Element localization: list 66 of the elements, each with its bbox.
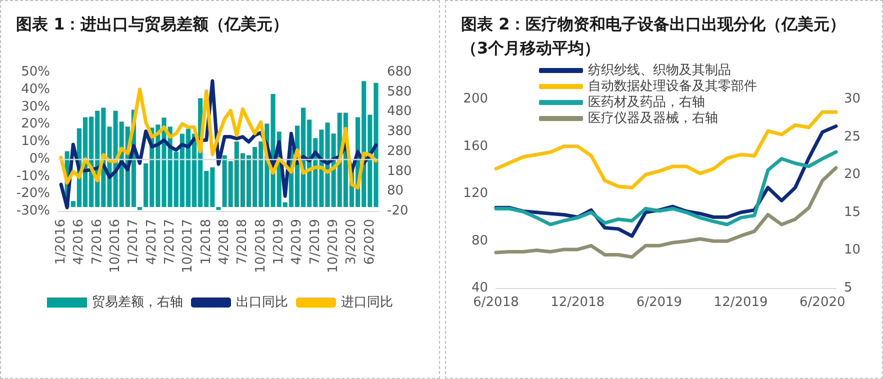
x-tick-label: 4/2018 [217,219,232,265]
y-tick-label: 50% [21,64,50,80]
legend-label: 贸易差额，右轴 [92,295,183,310]
x-tick-label: 7/2019 [308,219,323,265]
x-tick-label: 7/2018 [235,219,250,265]
y-tick-label: 40% [21,82,50,97]
x-tick-label: 6/2019 [636,295,682,310]
y2-tick-label: 25 [844,129,861,144]
x-tick-label: 6/2020 [362,219,378,265]
y2-tick-label: 5 [844,280,852,296]
y2-tick-label: 380 [387,124,412,140]
y-tick-label: -30% [16,204,50,218]
y-tick-label: 160 [463,138,488,154]
y-tick-label: 120 [463,186,488,201]
legend-label: 自动数据处理设备及其零部件 [588,79,757,94]
x-tick-label: 12/2018 [550,295,605,310]
x-tick-label: 1/2018 [198,219,214,265]
line-series [494,166,838,259]
y-tick-label: -10% [16,168,50,184]
y-tick-label: 40 [471,280,488,296]
x-tick-label: 10/2019 [326,219,342,274]
y-tick-label: 200 [463,92,488,106]
legend-label: 进口同比 [341,295,393,310]
x-tick-label: 7/2016 [90,219,105,265]
chart-title: 图表 2：医疗物资和电子设备出口出现分化（亿美元）（3个月移动平均） [461,14,846,58]
legend-label: 出口同比 [236,295,288,310]
x-tick-label: 10/2018 [253,219,268,274]
y-tick-label: 10% [21,134,50,149]
x-tick-label: 1/2017 [126,219,142,265]
y-tick-label: 30% [21,99,50,114]
line-series [494,110,838,190]
y2-tick-label: 20 [844,167,861,182]
x-tick-label: 4/2017 [144,219,160,265]
x-tick-label: 4/2016 [72,219,87,265]
line-series [494,150,838,226]
bar [137,207,142,210]
y2-tick-label: 280 [387,144,412,159]
y2-tick-label: 30 [844,92,861,106]
y2-tick-label: 480 [387,104,412,120]
x-tick-label: 3/2020 [344,219,360,265]
y-tick-label: 0% [29,151,50,166]
y-tick-label: -20% [16,186,50,202]
y-tick-label: 20% [21,116,50,132]
line-series [59,88,378,190]
y2-tick-label: 580 [387,84,412,100]
y2-tick-label: 680 [387,64,412,80]
y2-tick-label: 10 [844,242,861,258]
y2-tick-label: -20 [387,204,408,218]
y2-tick-label: 180 [387,164,412,179]
y2-tick-label: 80 [387,184,404,199]
y2-tick-label: 15 [844,204,861,220]
legend-label: 纺织纱线、织物及其制品 [588,63,731,78]
x-tick-label: 10/2016 [108,219,124,274]
y-tick-label: 80 [471,233,488,248]
bar [216,207,221,210]
x-tick-label: 10/2017 [180,219,196,274]
x-tick-label: 7/2017 [162,219,178,265]
x-tick-label: 1/2016 [54,219,69,265]
x-tick-label: 6/2018 [473,295,519,310]
x-tick-label: 1/2019 [272,219,287,265]
legend-label: 医药材及药品，右轴 [588,95,705,110]
x-tick-label: 4/2019 [290,219,305,265]
x-tick-label: 6/2020 [800,295,846,310]
chart-title: 图表 1：进出口与贸易差额（亿美元） [16,14,289,34]
x-tick-label: 12/2019 [714,295,768,310]
legend-label: 医疗仪器及器械，右轴 [588,111,718,126]
